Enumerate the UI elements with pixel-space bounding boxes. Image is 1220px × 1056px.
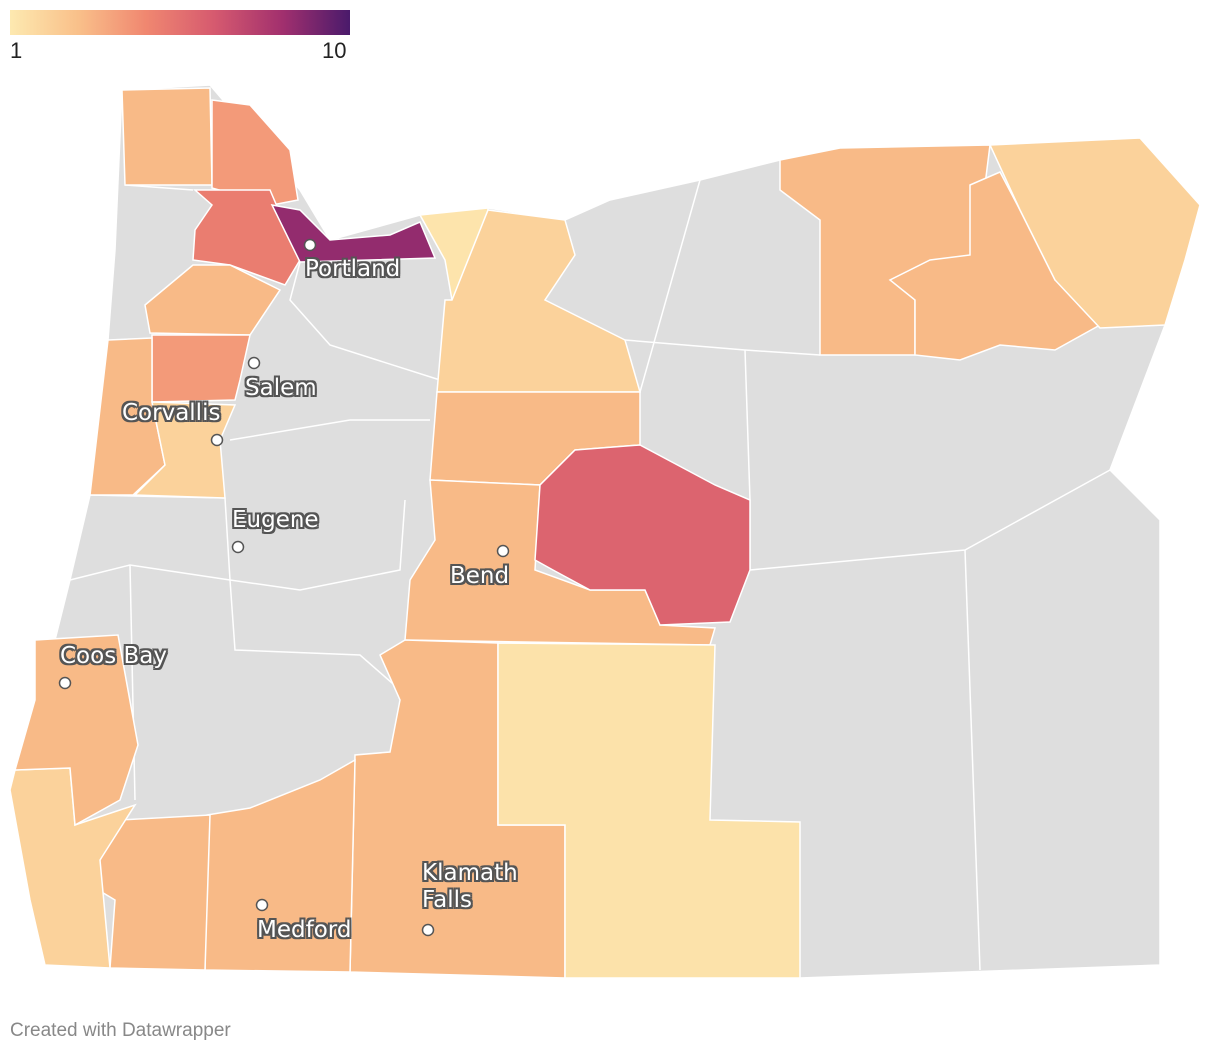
legend-bar <box>10 10 350 35</box>
region <box>133 401 237 499</box>
county-borders <box>69 179 1111 971</box>
region <box>13 634 139 827</box>
city-label: Klamath Falls <box>422 860 518 913</box>
city-dot <box>58 676 72 690</box>
footer: Created with Datawrapper <box>10 1020 231 1041</box>
city-label: Medford <box>257 917 352 943</box>
city-dot <box>496 544 510 558</box>
region <box>436 209 641 393</box>
region <box>534 444 751 626</box>
region <box>497 642 801 979</box>
region <box>151 334 251 403</box>
city-dot <box>210 433 224 447</box>
city-dot <box>255 898 269 912</box>
city-label: Portland <box>305 256 401 282</box>
city-dot <box>303 238 317 252</box>
city-label: Bend <box>450 563 510 589</box>
city-dot <box>421 923 435 937</box>
region <box>121 87 213 186</box>
city-label: Coos Bay <box>60 643 167 669</box>
legend-tick-label: 1 <box>10 38 23 63</box>
region <box>144 264 282 336</box>
city-dot <box>247 356 261 370</box>
region <box>988 137 1201 329</box>
city-label: Eugene <box>232 507 319 533</box>
city-dot <box>231 540 245 554</box>
region <box>211 99 299 206</box>
city-label: Salem <box>245 375 317 401</box>
legend-tick-label: 10 <box>322 38 347 63</box>
city-label: Corvallis <box>122 400 221 426</box>
